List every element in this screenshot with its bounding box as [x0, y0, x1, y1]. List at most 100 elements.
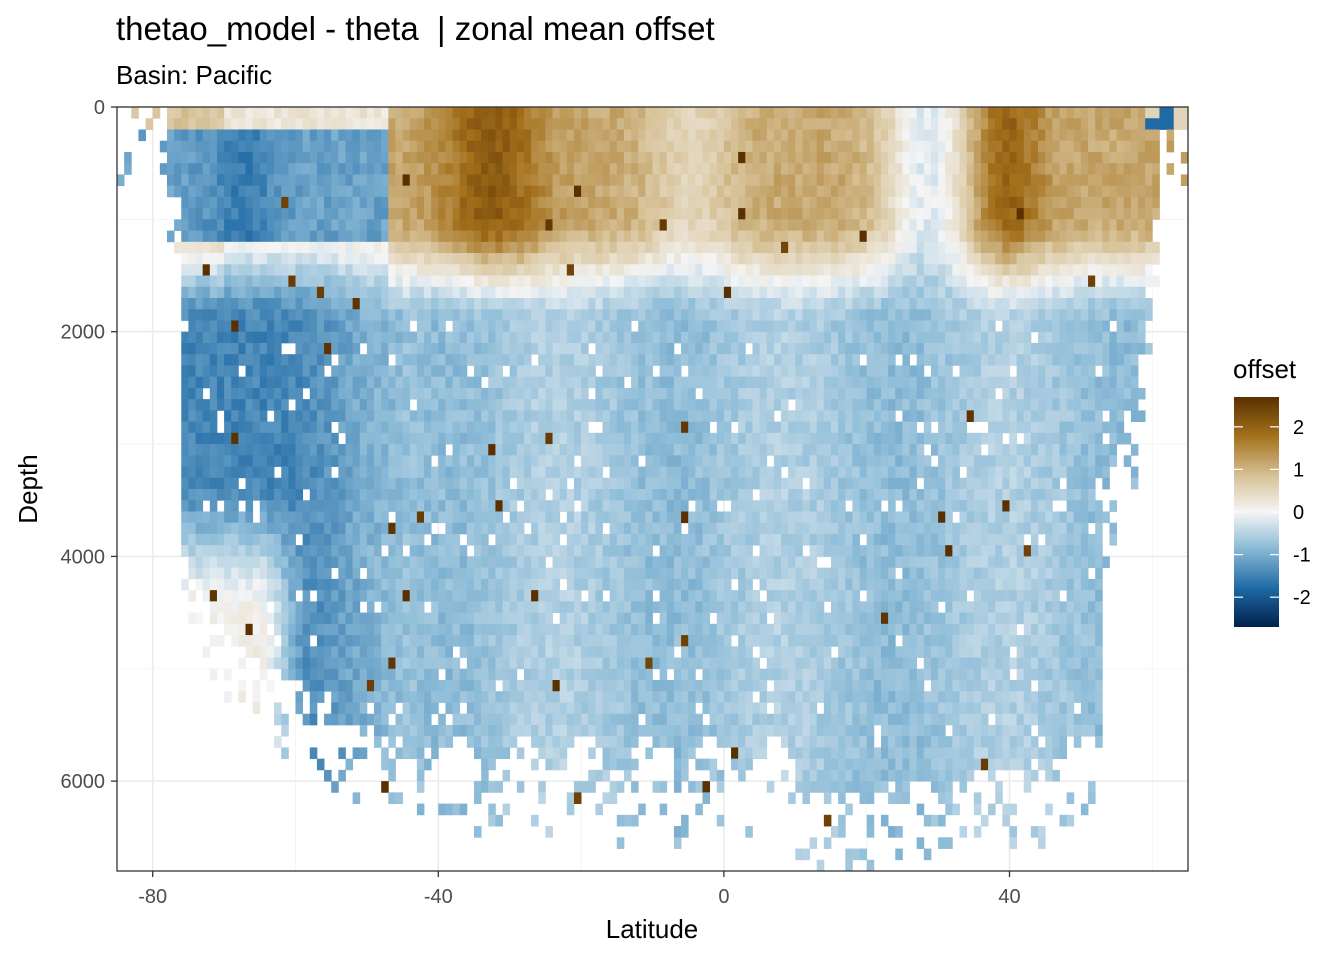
heatmap-cell — [631, 612, 639, 625]
heatmap-cell — [788, 275, 796, 288]
heatmap-cell — [702, 421, 711, 434]
heatmap-cell — [516, 466, 525, 479]
heatmap-cell — [616, 578, 625, 591]
heatmap-cell — [688, 174, 696, 187]
heatmap-cell — [781, 477, 789, 490]
heatmap-cell — [209, 309, 218, 321]
heatmap-cell — [795, 444, 803, 456]
heatmap-cell — [616, 376, 625, 389]
heatmap-cell — [531, 455, 539, 467]
heatmap-cell — [802, 668, 810, 681]
heatmap-cell — [402, 489, 411, 501]
heatmap-cell — [552, 500, 561, 512]
heatmap-cell — [388, 309, 396, 321]
heatmap-cell — [252, 646, 261, 658]
heatmap-cell — [809, 668, 818, 681]
heatmap-cell — [245, 163, 254, 175]
heatmap-cell — [652, 680, 661, 692]
heatmap-cell — [602, 264, 611, 276]
heatmap-cell — [509, 466, 518, 479]
heatmap-cell — [366, 365, 375, 378]
heatmap-cell — [502, 680, 511, 692]
heatmap-cell — [523, 387, 532, 400]
heatmap-cell — [788, 185, 796, 198]
heatmap-cell — [531, 331, 539, 344]
heatmap-cell — [623, 219, 632, 231]
heatmap-cell — [209, 320, 218, 333]
heatmap-cell — [174, 118, 182, 130]
heatmap-cell — [702, 511, 711, 524]
heatmap-cell — [374, 196, 382, 209]
heatmap-cell — [631, 275, 639, 288]
heatmap-cell — [788, 342, 796, 355]
heatmap-cell — [502, 533, 511, 546]
heatmap-cell — [816, 185, 825, 198]
heatmap-cell — [623, 118, 632, 130]
heatmap-cell — [502, 444, 511, 456]
heatmap-cell — [481, 140, 489, 153]
heatmap-cell — [645, 702, 653, 715]
heatmap-cell — [445, 556, 453, 569]
heatmap-cell — [795, 230, 803, 243]
heatmap-cell — [673, 826, 682, 838]
heatmap-cell — [673, 578, 682, 591]
heatmap-cell — [788, 680, 796, 692]
heatmap-cell — [581, 500, 589, 512]
heatmap-cell — [266, 230, 275, 243]
heatmap-cell — [459, 298, 468, 310]
heatmap-cell — [352, 556, 361, 569]
heatmap-cell — [538, 387, 546, 400]
heatmap-cell — [502, 590, 511, 602]
heatmap-cell — [302, 623, 311, 636]
heatmap-cell — [474, 275, 482, 288]
heatmap-cell — [588, 354, 596, 366]
heatmap-cell — [723, 342, 732, 355]
heatmap-cell — [352, 230, 361, 243]
heatmap-cell — [431, 151, 439, 164]
heatmap-cell — [645, 713, 653, 726]
heatmap-cell — [766, 781, 775, 793]
heatmap-cell — [402, 298, 411, 310]
heatmap-cell — [209, 219, 218, 231]
heatmap-cell — [788, 567, 796, 580]
heatmap-cell — [381, 241, 389, 254]
heatmap-cell — [331, 275, 339, 288]
heatmap-cell — [366, 455, 375, 467]
heatmap-cell — [795, 680, 803, 692]
heatmap-cell — [316, 298, 325, 310]
heatmap-cell — [809, 758, 818, 771]
heatmap-cell — [259, 410, 268, 422]
heatmap-cell — [481, 736, 489, 748]
heatmap-cell — [416, 713, 425, 726]
heatmap-cell — [652, 410, 661, 422]
heatmap-cell — [631, 466, 639, 479]
heatmap-cell — [281, 320, 289, 333]
heatmap-cell — [209, 635, 218, 647]
heatmap-cell — [474, 567, 482, 580]
heatmap-cell — [673, 781, 682, 793]
heatmap-cell — [566, 545, 575, 557]
heatmap-cell — [295, 556, 304, 569]
heatmap-cell — [452, 399, 461, 411]
heatmap-cell — [366, 567, 375, 580]
heatmap-cell — [345, 691, 354, 703]
heatmap-cell — [781, 151, 789, 164]
heatmap-cell — [623, 151, 632, 164]
heatmap-cell — [552, 724, 561, 737]
heatmap-cell — [552, 185, 561, 198]
heatmap-cell — [209, 185, 218, 198]
heatmap-cell — [352, 151, 361, 164]
heatmap-cell — [409, 724, 418, 737]
heatmap-cell — [495, 163, 503, 175]
heatmap-cell — [388, 590, 396, 602]
heatmap-cell — [666, 365, 675, 378]
heatmap-cell — [474, 691, 482, 703]
heatmap-cell — [523, 107, 532, 119]
heatmap-cell — [466, 702, 475, 715]
heatmap-cell — [673, 713, 682, 726]
heatmap-cell — [388, 444, 396, 456]
heatmap-cell — [738, 769, 746, 782]
heatmap-cell — [316, 691, 325, 703]
heatmap-cell — [181, 219, 189, 231]
heatmap-cell — [245, 578, 254, 591]
